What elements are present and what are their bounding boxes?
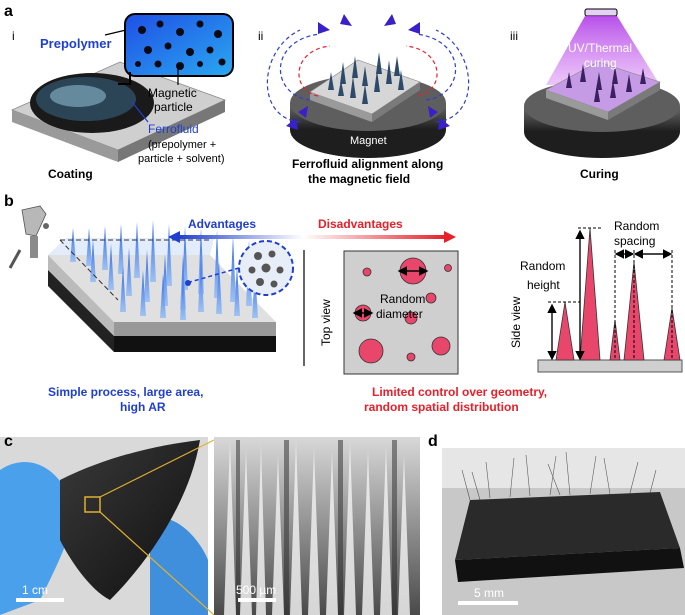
side-view-diagram xyxy=(537,227,683,373)
sem-micrograph xyxy=(214,437,420,615)
side-view-label: Side view xyxy=(509,296,523,348)
advantages-arrowhead xyxy=(168,231,180,243)
photo-hand-sample xyxy=(0,437,208,615)
inset-connector xyxy=(118,72,131,85)
substrate-with-spikes xyxy=(309,52,421,122)
scale-bar-500um: 500 µm xyxy=(236,583,276,597)
alignment-caption-line2: the magnetic field xyxy=(308,172,410,186)
curing-caption: Curing xyxy=(580,167,619,181)
field-arrowheads xyxy=(286,14,450,130)
uv-label-line1: UV/Thermal xyxy=(568,41,632,55)
prepolymer-leader xyxy=(104,29,127,36)
spray-gun-icon xyxy=(8,205,49,269)
curing-substrate xyxy=(545,61,661,120)
scale-bar-5mm: 5 mm xyxy=(474,586,504,600)
panel-label-a: a xyxy=(4,3,13,20)
random-spacing-line2: spacing xyxy=(614,234,655,248)
ferrofluid-label: Ferrofluid xyxy=(148,122,199,136)
top-view-square xyxy=(343,250,459,375)
panel-label-b: b xyxy=(4,193,14,210)
ferrofluid-film xyxy=(30,73,154,133)
ferrofluid-note-line2: particle + solvent) xyxy=(138,153,225,165)
random-height-line2: height xyxy=(527,278,560,292)
prepolymer-inset xyxy=(124,13,234,77)
magnetic-field-lines xyxy=(266,29,470,123)
zoom-line-top xyxy=(99,439,215,498)
zoom-line-bottom xyxy=(99,511,215,615)
ferrofluid-leader xyxy=(131,101,149,123)
limited-control-line1: Limited control over geometry, xyxy=(372,385,547,399)
random-diameter-line1: Random xyxy=(380,292,425,306)
uv-beam xyxy=(546,16,660,85)
advantages-label: Advantages xyxy=(188,217,256,231)
subpanel-label-ii: ii xyxy=(258,29,263,43)
uv-lamp xyxy=(584,8,618,17)
magnified-inset-circle xyxy=(185,240,294,296)
spike-array xyxy=(48,220,276,352)
magnetic-label-line1: Magnetic xyxy=(148,86,197,100)
panel-label-d: d xyxy=(428,433,438,450)
subpanel-label-iii: iii xyxy=(510,29,518,43)
alignment-caption-line1: Ferrofluid alignment along xyxy=(292,157,443,171)
simple-process-line2: high AR xyxy=(120,400,166,414)
random-spacing-line1: Random xyxy=(614,219,659,233)
disadvantages-bar xyxy=(303,235,446,239)
uv-label-line2: curing xyxy=(584,56,617,70)
simple-process-line1: Simple process, large area, xyxy=(48,385,203,399)
magnet-label: Magnet xyxy=(350,135,387,147)
random-height-line1: Random xyxy=(520,259,565,273)
disadvantages-label: Disadvantages xyxy=(318,217,403,231)
coating-caption: Coating xyxy=(48,167,93,181)
random-diameter-line2: diameter xyxy=(376,307,423,321)
top-view-label: Top view xyxy=(319,299,333,346)
limited-control-line2: random spatial distribution xyxy=(364,400,519,414)
subpanel-label-i: i xyxy=(12,29,15,43)
scale-bar-1cm: 1 cm xyxy=(22,583,48,597)
photo-hairy-sample xyxy=(442,448,685,615)
panel-label-c: c xyxy=(4,433,13,450)
advantages-bar xyxy=(178,235,303,239)
disadvantages-arrowhead xyxy=(444,231,456,243)
ferrofluid-note-line1: (prepolymer + xyxy=(148,139,216,151)
prepolymer-label: Prepolymer xyxy=(40,36,112,51)
magnetic-label-line2: particle xyxy=(154,100,193,114)
